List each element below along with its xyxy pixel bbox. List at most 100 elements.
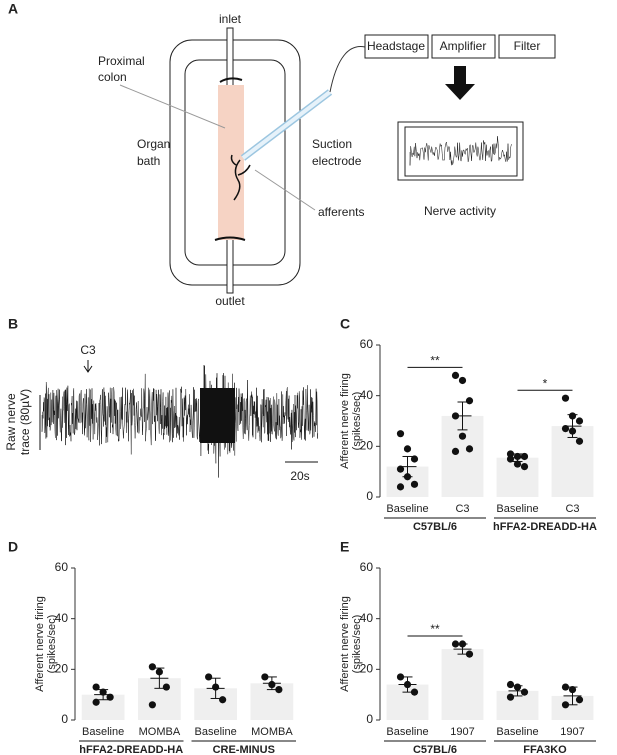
activity-label: Nerve activity — [424, 204, 496, 218]
data-point — [212, 683, 220, 691]
data-point — [162, 683, 170, 691]
data-point — [561, 701, 570, 709]
group-label: CRE-MINUS — [213, 744, 275, 755]
data-point — [410, 688, 419, 696]
box — [498, 34, 556, 59]
data-point — [410, 455, 419, 463]
data-point — [568, 427, 577, 435]
nerve-trace — [409, 136, 512, 166]
x-tick-label: MOMBA — [139, 726, 181, 738]
data-point — [261, 673, 269, 681]
data-point — [513, 460, 522, 468]
data-point — [148, 663, 156, 671]
data-point — [403, 680, 412, 689]
leader — [254, 169, 316, 211]
data-point — [458, 640, 467, 648]
data-point — [465, 650, 474, 658]
x-tick-label: 1907 — [450, 726, 474, 738]
nerve-trace — [41, 364, 319, 478]
data-point — [275, 686, 283, 694]
electrode-label: electrode — [312, 154, 362, 168]
data-point — [396, 483, 405, 491]
data-point — [458, 432, 467, 440]
y-tick-label: 40 — [360, 611, 374, 625]
y-tick-label: 20 — [55, 662, 69, 676]
data-point — [575, 417, 584, 425]
data-point — [403, 473, 412, 481]
electrode-label: Suction — [312, 137, 352, 151]
data-point — [396, 430, 405, 438]
data-point — [99, 688, 107, 696]
data-point — [568, 686, 577, 694]
data-point — [506, 680, 515, 689]
y-axis-label: (spikes/sec) — [46, 615, 58, 674]
data-point — [520, 452, 529, 461]
colon-label: Proximal — [98, 54, 145, 68]
x-tick-label: C3 — [565, 503, 579, 515]
group-label: FFA3KO — [523, 744, 567, 755]
colon — [218, 85, 244, 240]
data-point — [561, 683, 570, 691]
monitor-inner — [404, 126, 518, 177]
significance-label: ** — [430, 354, 440, 368]
data-point — [92, 683, 100, 691]
panel-label: A — [8, 1, 18, 17]
y-tick-label: 20 — [360, 662, 374, 676]
y-tick-label: 40 — [360, 388, 374, 402]
y-axis-label: Afferent nerve firing — [339, 373, 351, 469]
data-point — [506, 693, 515, 701]
x-tick-label: 1907 — [560, 726, 584, 738]
x-tick-label: C3 — [455, 503, 469, 515]
box — [364, 34, 429, 59]
box-label: Filter — [514, 39, 541, 53]
panel-label: C — [340, 316, 350, 332]
data-point — [561, 394, 570, 402]
colon-label: colon — [98, 70, 127, 84]
bar — [441, 649, 484, 720]
data-point — [568, 412, 577, 420]
data-point — [506, 455, 515, 463]
box-label: Amplifier — [440, 39, 487, 53]
y-axis-label: Afferent nerve firing — [339, 596, 351, 692]
significance-label: ** — [430, 622, 440, 636]
outlet-label: outlet — [215, 294, 245, 308]
data-point — [451, 640, 460, 648]
data-point — [219, 696, 227, 704]
data-point — [396, 465, 405, 473]
y-axis-label: (spikes/sec) — [351, 615, 363, 674]
ties — [214, 77, 246, 241]
y-tick-label: 0 — [366, 712, 373, 726]
x-tick-label: Baseline — [386, 726, 428, 738]
x-tick-label: Baseline — [82, 726, 124, 738]
panel-label: E — [340, 539, 349, 555]
significance-label: * — [543, 376, 548, 390]
panel-label: B — [8, 316, 18, 332]
stimulus-label: C3 — [80, 343, 96, 357]
afferent-nerve — [230, 154, 251, 201]
data-point — [513, 452, 522, 461]
data-point — [575, 437, 584, 445]
stimulus-arrow — [83, 360, 93, 373]
monitor — [397, 121, 524, 181]
trace-burst — [200, 388, 235, 443]
inlet-label: inlet — [219, 12, 242, 26]
data-point — [458, 376, 467, 385]
data-point — [465, 445, 474, 453]
data-point — [205, 673, 213, 681]
data-point — [106, 693, 114, 701]
bath-label: bath — [137, 154, 160, 168]
group-label: hFFA2-DREADD-HA — [79, 744, 183, 755]
data-point — [396, 673, 405, 681]
organ-bath-outer — [169, 39, 301, 286]
x-tick-label: MOMBA — [251, 726, 293, 738]
data-point — [92, 698, 100, 706]
data-point — [410, 480, 419, 488]
data-point — [451, 447, 460, 455]
data-point — [506, 450, 515, 458]
group-label: C57BL/6 — [413, 744, 457, 755]
arrow — [445, 66, 475, 100]
data-point — [561, 425, 570, 433]
x-tick-label: Baseline — [496, 726, 538, 738]
cable — [329, 46, 366, 93]
